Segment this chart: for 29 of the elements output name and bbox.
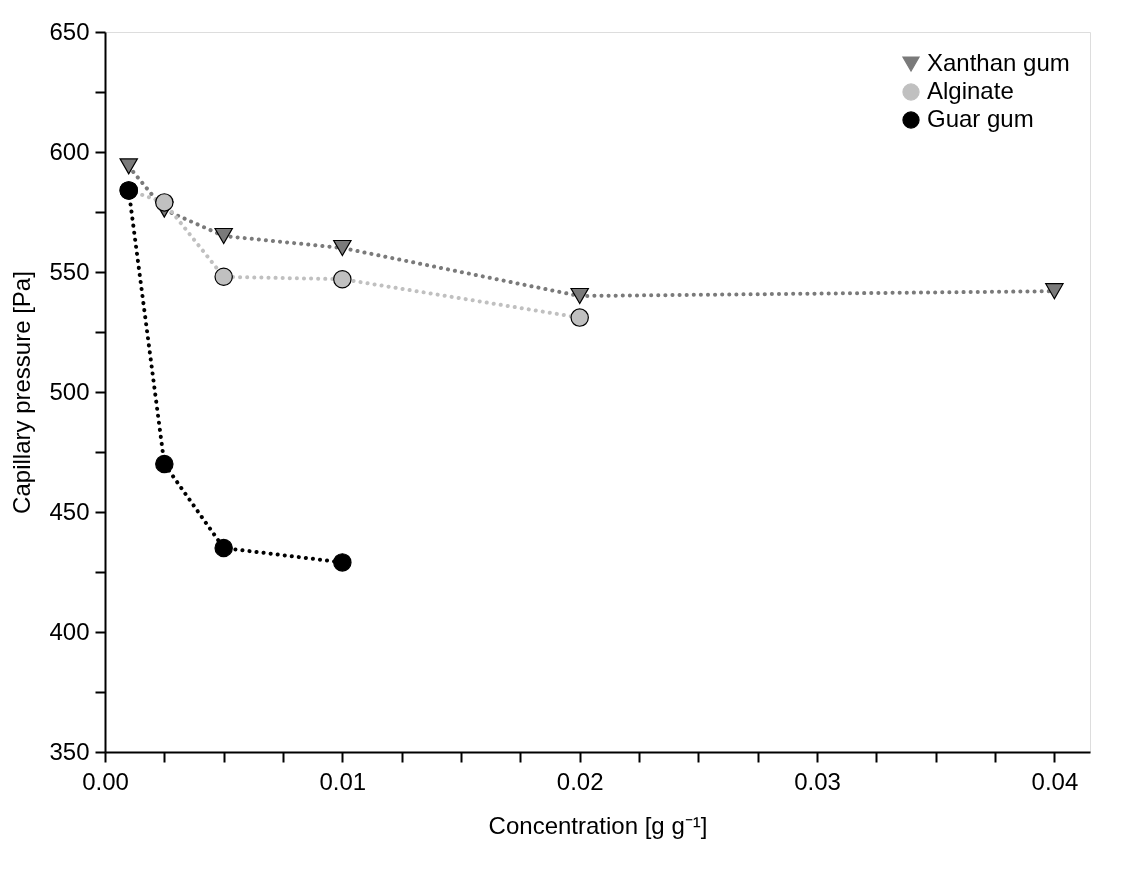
point xyxy=(1045,283,1064,300)
x-tick-label: 0.03 xyxy=(794,767,841,795)
y-tick-label: 450 xyxy=(49,497,90,525)
y-tick-label: 350 xyxy=(49,737,90,765)
point xyxy=(333,239,352,257)
legend-label: Alginate xyxy=(927,77,1014,104)
point xyxy=(570,308,589,327)
point xyxy=(214,538,233,558)
legend-label: Guar gum xyxy=(927,105,1034,132)
point xyxy=(155,454,174,474)
point xyxy=(333,553,352,572)
point xyxy=(570,287,589,305)
x-tick-label: 0.00 xyxy=(82,767,129,795)
y-tick-label: 500 xyxy=(49,377,90,405)
point xyxy=(214,227,233,245)
point xyxy=(155,193,174,212)
point xyxy=(119,158,138,175)
point xyxy=(214,267,233,287)
legend-label: Xanthan gum xyxy=(927,49,1070,76)
y-tick-label: 600 xyxy=(49,137,90,165)
y-tick-label: 650 xyxy=(49,17,90,45)
point xyxy=(333,269,352,289)
x-tick-label: 0.01 xyxy=(319,767,367,795)
y-tick-label: 400 xyxy=(49,617,90,645)
x-axis-title: Concentration [g g⁻¹] xyxy=(488,811,708,839)
x-tick-label: 0.02 xyxy=(556,767,604,795)
x-tick-label: 0.04 xyxy=(1031,767,1079,795)
y-axis-title: Capillary pressure [Pa] xyxy=(8,271,36,514)
y-tick-label: 550 xyxy=(49,257,90,285)
